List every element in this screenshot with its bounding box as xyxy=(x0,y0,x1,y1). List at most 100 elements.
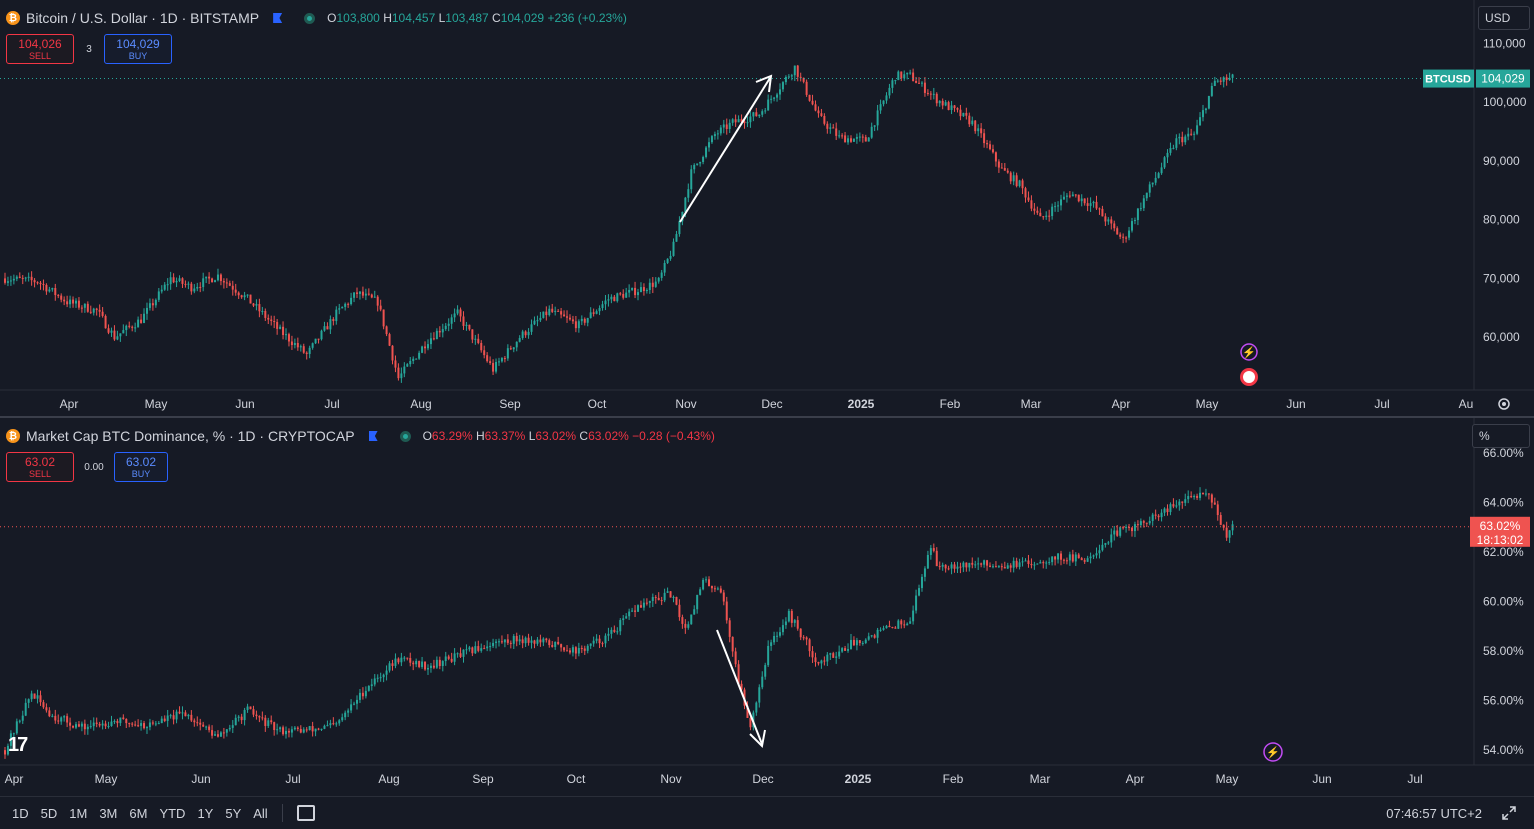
candle xyxy=(844,135,847,143)
candle xyxy=(122,330,125,334)
candle xyxy=(267,317,270,320)
candle xyxy=(808,639,811,652)
sell-button[interactable]: 63.02 SELL xyxy=(6,452,74,482)
candle xyxy=(1018,180,1021,187)
candle xyxy=(379,305,382,310)
candle xyxy=(1130,221,1133,231)
flag-icon[interactable] xyxy=(368,431,378,441)
buy-button[interactable]: 63.02 BUY xyxy=(114,452,168,482)
candle xyxy=(705,147,708,157)
x-tick-label: Apr xyxy=(1112,397,1131,411)
btc-dominance-title[interactable]: Market Cap BTC Dominance, % · 1D · CRYPT… xyxy=(26,428,355,444)
candle xyxy=(285,730,288,735)
candle xyxy=(722,124,725,128)
candle xyxy=(137,319,140,328)
candle xyxy=(36,695,39,699)
range-5y-button[interactable]: 5Y xyxy=(225,805,242,821)
x-tick-label: May xyxy=(145,397,168,411)
candle xyxy=(6,745,9,755)
candle xyxy=(453,653,456,662)
x-tick-label: Mar xyxy=(1030,772,1051,786)
x-tick-label: May xyxy=(95,772,118,786)
range-1m-button[interactable]: 1M xyxy=(69,805,88,821)
candle xyxy=(101,723,104,726)
candle xyxy=(60,295,63,300)
range-ytd-button[interactable]: YTD xyxy=(159,805,186,821)
candle xyxy=(1136,208,1139,221)
candle xyxy=(356,292,359,294)
candle xyxy=(515,341,518,348)
candle xyxy=(710,136,713,143)
candle xyxy=(228,727,231,730)
btc-dominance-pane[interactable]: 54.00% 56.00% 58.00% 60.00% 62.00% 64.00% 66.0… xyxy=(0,418,1534,794)
candle xyxy=(435,330,438,340)
candle xyxy=(977,563,980,565)
candle xyxy=(148,722,151,728)
candle xyxy=(441,329,444,333)
candle xyxy=(187,714,190,717)
clock[interactable]: 07:46:57 UTC+2 xyxy=(1386,805,1482,821)
candle xyxy=(495,641,498,643)
candle xyxy=(1128,526,1131,528)
candle xyxy=(971,120,974,125)
candle xyxy=(536,320,539,322)
candle xyxy=(1101,544,1104,551)
candle xyxy=(675,596,678,605)
candle xyxy=(545,311,548,316)
btcusd-title[interactable]: Bitcoin / U.S. Dollar · 1D · BITSTAMP xyxy=(26,10,260,26)
btcusd-chart[interactable]: 60,000 70,000 80,000 90,000 100,000 110,000 Ap… xyxy=(0,0,1534,416)
tradingview-logo[interactable]: 17 xyxy=(8,734,28,756)
candle xyxy=(696,163,699,165)
pane-divider[interactable] xyxy=(0,416,1534,418)
candle xyxy=(1199,117,1202,126)
candle xyxy=(471,329,474,340)
candle xyxy=(12,733,15,735)
candle xyxy=(666,258,669,263)
candle xyxy=(912,610,915,622)
candle xyxy=(740,683,743,690)
flag-icon[interactable] xyxy=(273,13,283,23)
range-1y-button[interactable]: 1Y xyxy=(197,805,214,821)
range-1d-button[interactable]: 1D xyxy=(12,805,29,821)
range-5d-button[interactable]: 5D xyxy=(40,805,58,821)
candle xyxy=(341,717,344,721)
candle xyxy=(131,326,134,328)
symbol-tag xyxy=(1423,69,1474,88)
range-3m-button[interactable]: 3M xyxy=(99,805,118,821)
candle xyxy=(412,662,415,665)
candle xyxy=(1116,228,1119,235)
calendar-icon[interactable] xyxy=(296,805,315,821)
expand-icon[interactable] xyxy=(1502,806,1516,820)
x-tick-label: Oct xyxy=(567,772,586,786)
buy-button[interactable]: 104,029 BUY xyxy=(104,34,172,64)
candle xyxy=(708,579,711,587)
candle xyxy=(1054,206,1057,208)
candle xyxy=(42,702,45,708)
candle xyxy=(403,366,406,374)
candle xyxy=(1219,515,1222,525)
range-6m-button[interactable]: 6M xyxy=(129,805,148,821)
candle xyxy=(539,639,542,643)
candle xyxy=(116,721,119,724)
candle xyxy=(601,304,604,309)
currency-selector[interactable]: USD xyxy=(1478,6,1530,30)
candle xyxy=(459,309,462,317)
candle xyxy=(778,632,781,636)
sell-button[interactable]: 104,026 SELL xyxy=(6,34,74,64)
candle xyxy=(1231,74,1234,78)
gear-icon xyxy=(1498,398,1510,410)
candle xyxy=(450,317,453,324)
candle xyxy=(571,647,574,653)
percent-scale-selector[interactable]: % xyxy=(1472,424,1530,448)
candle xyxy=(891,80,894,88)
btc-dominance-chart[interactable]: 54.00% 56.00% 58.00% 60.00% 62.00% 64.00% 66.0… xyxy=(0,418,1534,794)
candle xyxy=(1051,556,1054,563)
candle xyxy=(835,656,838,658)
candle xyxy=(823,115,826,124)
candle xyxy=(690,169,693,190)
candle xyxy=(761,676,764,688)
range-all-button[interactable]: All xyxy=(253,805,268,821)
btcusd-trade-buttons: 104,026 SELL 3 104,029 BUY xyxy=(6,34,172,64)
candle xyxy=(211,278,214,283)
btcusd-pane[interactable]: 60,000 70,000 80,000 90,000 100,000 110,000 Ap… xyxy=(0,0,1534,416)
